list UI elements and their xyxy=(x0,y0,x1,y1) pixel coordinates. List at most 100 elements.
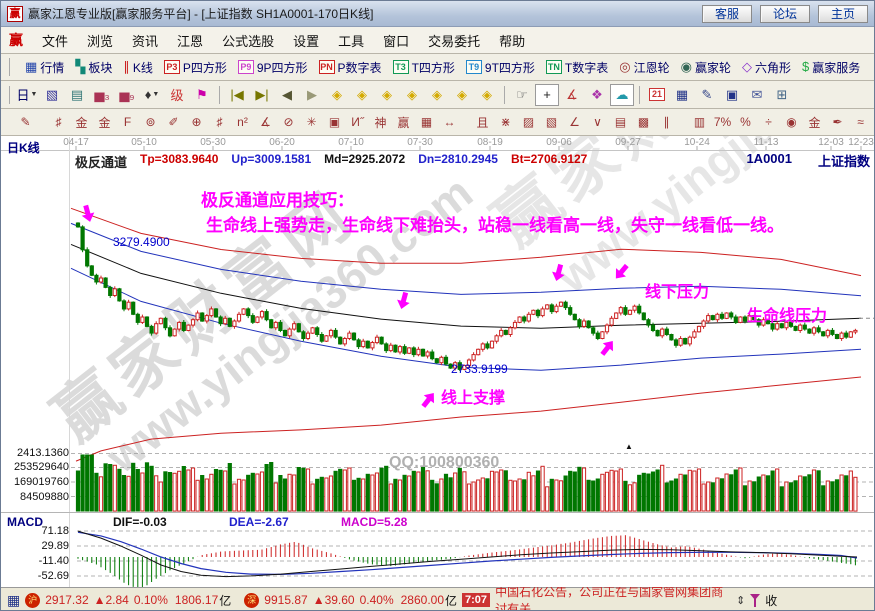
percent-slash-icon[interactable]: 7% xyxy=(713,115,732,129)
angle-tool-icon[interactable]: ∡ xyxy=(566,86,578,102)
window-layout-icon[interactable]: ▧ xyxy=(45,86,59,102)
frame-icon[interactable]: 且 xyxy=(476,115,489,130)
grid-a-icon[interactable]: ▤ xyxy=(614,115,627,129)
period-tab[interactable]: 日K线 xyxy=(7,141,40,155)
wave-range-icon[interactable]: ≈ xyxy=(857,115,864,129)
menu-item-8[interactable]: 窗口 xyxy=(383,33,410,49)
diamond-expand-icon[interactable]: ◈ xyxy=(407,86,417,102)
service-button[interactable]: 客服 xyxy=(702,4,752,23)
percent-line-icon[interactable]: ÷ xyxy=(765,115,772,129)
square-target-icon[interactable]: ▣ xyxy=(328,115,341,129)
winner-wheel-button[interactable]: ◉ 赢家轮 xyxy=(681,59,731,76)
next-icon[interactable]: ▶ xyxy=(307,86,317,102)
diamond-right-icon[interactable]: ◈ xyxy=(357,86,367,102)
kline-button[interactable]: ∥ K线 xyxy=(123,59,153,76)
t-number-button[interactable]: TN T数字表 xyxy=(545,59,608,76)
winner-service-button[interactable]: $ 赢家服务 xyxy=(802,59,860,76)
pencil-bars-icon[interactable]: ✒ xyxy=(832,115,843,129)
prev-icon[interactable]: ◀ xyxy=(282,86,292,102)
ray-box-icon[interactable]: ▨ xyxy=(522,115,535,129)
candle-style-dropdown[interactable]: ♦ ▼ xyxy=(144,87,160,102)
diamond-compress-icon[interactable]: ◈ xyxy=(457,86,467,102)
n-squared-icon[interactable]: n² xyxy=(237,115,248,129)
gold-square1-icon[interactable]: 金 xyxy=(75,115,88,130)
bars-3-icon[interactable]: ▅₃ xyxy=(94,86,110,102)
flag-icon[interactable]: ⚑ xyxy=(196,86,208,102)
menu-item-2[interactable]: 浏览 xyxy=(87,33,114,49)
hexagon-button[interactable]: ◇ 六角形 xyxy=(742,59,791,76)
span-arrow-icon[interactable]: ↔ xyxy=(443,115,456,129)
p-number-button[interactable]: PN P数字表 xyxy=(318,59,382,76)
notes-icon[interactable]: ✎ xyxy=(701,86,713,102)
ruler-grid-icon[interactable]: ▦ xyxy=(420,115,433,129)
sh-index-value[interactable]: 2917.32 xyxy=(45,593,89,607)
red-pen-icon[interactable]: ✐ xyxy=(168,115,179,129)
gann-wheel-button[interactable]: ◎ 江恩轮 xyxy=(619,59,669,76)
pane-resize-marker[interactable]: ▲ xyxy=(625,442,633,451)
calendar-icon[interactable]: 21 xyxy=(645,84,669,106)
jump-first-icon[interactable]: |◀ xyxy=(230,86,244,102)
gold-line2-icon[interactable]: 金 xyxy=(873,112,874,133)
percent-bars-icon[interactable]: ▥ xyxy=(693,115,706,129)
red-pencil-icon[interactable]: ✎ xyxy=(20,115,31,129)
gann-tool-icon[interactable]: ❖ xyxy=(591,86,603,102)
angle-lines-icon[interactable]: ∠ xyxy=(569,115,580,129)
diamond-hspan-icon[interactable]: ◈ xyxy=(382,86,392,102)
forum-button[interactable]: 论坛 xyxy=(760,4,810,23)
p-square-button[interactable]: P3 P四方形 xyxy=(163,59,227,76)
n-mark-icon[interactable]: И˝ xyxy=(351,115,364,129)
grid-b-icon[interactable]: ▩ xyxy=(637,115,650,129)
news-ticker[interactable]: 中国石化公告，公司正在与国家管网集团商讨有关 xyxy=(495,585,724,611)
sectors-button[interactable]: ▚ 板块 xyxy=(75,59,112,76)
gold-square2-icon[interactable]: 金 xyxy=(98,115,111,130)
t-square-button[interactable]: T3 T四方形 xyxy=(392,59,455,76)
chart-area[interactable]: 赢家财富网 www.yingjia360.com 赢家财富网 www.yingj… xyxy=(1,136,874,587)
menu-item-9[interactable]: 交易委托 xyxy=(428,33,481,49)
info-panel-icon[interactable]: ▤ xyxy=(70,86,84,102)
spiral-icon[interactable]: ⊚ xyxy=(145,115,156,129)
market-grid-icon[interactable]: ▦ xyxy=(7,591,21,608)
jump-last-icon[interactable]: ▶| xyxy=(255,86,269,102)
period-day-dropdown[interactable]: 日 ▼ xyxy=(16,88,38,103)
ying-icon[interactable]: 赢 xyxy=(397,115,410,130)
gold-line-icon[interactable]: 金 xyxy=(808,115,821,130)
menu-item-4[interactable]: 江恩 xyxy=(177,33,204,49)
f-ruler-icon[interactable]: F xyxy=(123,115,132,129)
menu-item-7[interactable]: 工具 xyxy=(338,33,365,49)
calculator-icon[interactable]: ▦ xyxy=(675,86,689,102)
tick-ruler-icon[interactable]: ♯ xyxy=(55,115,62,129)
shen-icon[interactable]: 神 xyxy=(374,115,387,130)
mail-icon[interactable]: ✉ xyxy=(751,86,763,102)
menu-item-1[interactable]: 文件 xyxy=(42,33,69,49)
menu-item-3[interactable]: 资讯 xyxy=(132,33,159,49)
diamond-vspan-icon[interactable]: ◈ xyxy=(482,86,492,102)
home-button[interactable]: 主页 xyxy=(818,4,868,23)
t9-square-button[interactable]: T9 9T四方形 xyxy=(465,59,535,76)
menu-item-5[interactable]: 公式选股 xyxy=(222,33,275,49)
parallel-lines-icon[interactable]: ∥ xyxy=(663,115,670,129)
hand-tool-icon[interactable]: ☞ xyxy=(516,86,528,102)
sz-index-value[interactable]: 9915.87 xyxy=(264,593,308,607)
circle-target-icon[interactable]: ⊘ xyxy=(283,115,294,129)
angle-flag-icon[interactable]: ∡ xyxy=(260,115,271,129)
quotes-button[interactable]: ▦ 行情 xyxy=(25,59,64,76)
bars-9-icon[interactable]: ▅₉ xyxy=(119,86,135,102)
news-scroll-spinner[interactable]: ⇕ xyxy=(736,594,746,607)
crosshair-tool-icon[interactable]: + xyxy=(535,83,559,106)
ray-square-icon[interactable]: ▧ xyxy=(545,115,558,129)
wave-lines-icon[interactable]: ∨ xyxy=(593,115,602,129)
print-icon[interactable]: ⊞ xyxy=(776,86,788,102)
ai-cloud-icon[interactable]: ☁ xyxy=(610,83,634,106)
dense-ruler-icon[interactable]: ♯ xyxy=(216,115,223,129)
save-icon[interactable]: ▣ xyxy=(725,86,739,102)
gann-grade-icon[interactable]: 级 xyxy=(170,88,184,103)
circle-gold-icon[interactable]: ◉ xyxy=(786,115,797,129)
menu-item-10[interactable]: 帮助 xyxy=(499,33,526,49)
percent-icon[interactable]: % xyxy=(740,115,751,129)
p9-square-button[interactable]: P9 9P四方形 xyxy=(237,59,308,76)
diamond-left-icon[interactable]: ◈ xyxy=(332,86,342,102)
star-target-icon[interactable]: ✳ xyxy=(306,115,317,129)
clock-circle-icon[interactable]: ⊕ xyxy=(191,115,202,129)
diamond-center-icon[interactable]: ◈ xyxy=(432,86,442,102)
menu-item-6[interactable]: 设置 xyxy=(293,33,320,49)
